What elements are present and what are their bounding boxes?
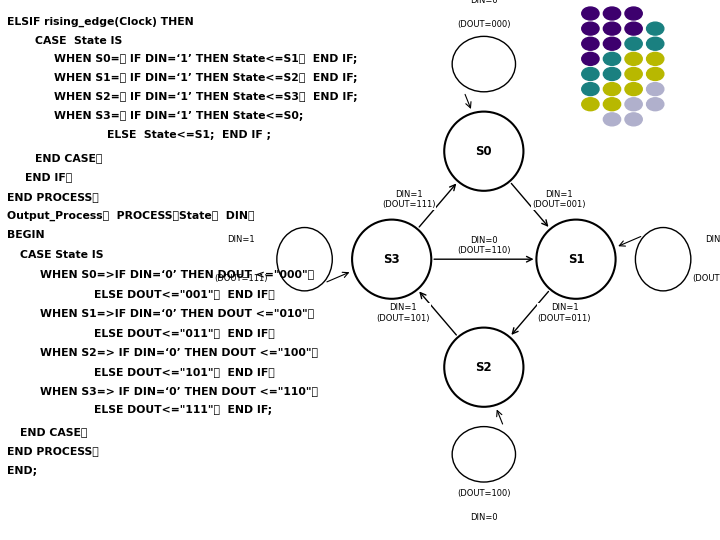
Text: DIN=0: DIN=0 [705,235,720,244]
Circle shape [625,7,642,20]
Circle shape [647,37,664,50]
Text: WHEN S0=>IF DIN=‘0’ THEN DOUT <="000"；: WHEN S0=>IF DIN=‘0’ THEN DOUT <="000"； [40,269,314,279]
Ellipse shape [352,220,431,299]
Circle shape [582,7,599,20]
Circle shape [603,52,621,65]
Circle shape [625,83,642,96]
Circle shape [582,37,599,50]
Circle shape [582,68,599,80]
Text: CASE State IS: CASE State IS [20,250,104,260]
Circle shape [625,98,642,111]
Circle shape [582,83,599,96]
Text: WHEN S2=〉 IF DIN=‘1’ THEN State<=S3；  END IF;: WHEN S2=〉 IF DIN=‘1’ THEN State<=S3； END… [54,92,358,102]
Circle shape [603,68,621,80]
Text: END IF；: END IF； [25,172,73,182]
Circle shape [582,98,599,111]
Circle shape [647,83,664,96]
Text: END CASE；: END CASE； [35,153,102,163]
Text: S0: S0 [475,145,492,158]
Text: (DOUT=000): (DOUT=000) [457,20,510,29]
Circle shape [647,68,664,80]
Text: WHEN S3=〉 IF DIN=‘1’ THEN State<=S0;: WHEN S3=〉 IF DIN=‘1’ THEN State<=S0; [54,111,303,121]
Text: WHEN S1=>IF DIN=‘0’ THEN DOUT <="010"；: WHEN S1=>IF DIN=‘0’ THEN DOUT <="010"； [40,308,314,318]
Circle shape [647,22,664,35]
Text: DIN=0: DIN=0 [470,0,498,5]
Circle shape [625,68,642,80]
Text: DIN=0
(DOUT=110): DIN=0 (DOUT=110) [457,236,510,255]
Circle shape [647,98,664,111]
Text: Output_Process；  PROCESS（State，  DIN）: Output_Process； PROCESS（State， DIN） [7,211,255,221]
Circle shape [582,52,599,65]
Text: WHEN S1=〉 IF DIN=‘1’ THEN State<=S2；  END IF;: WHEN S1=〉 IF DIN=‘1’ THEN State<=S2； END… [54,73,358,83]
Text: WHEN S0=〉 IF DIN=‘1’ THEN State<=S1；  END IF;: WHEN S0=〉 IF DIN=‘1’ THEN State<=S1； END… [54,55,357,64]
Text: DIN=1
(DOUT=001): DIN=1 (DOUT=001) [532,190,585,210]
Circle shape [603,113,621,126]
Text: BEGIN: BEGIN [7,231,45,240]
Text: (DOUT=111): (DOUT=111) [215,274,268,284]
Circle shape [625,22,642,35]
Text: ELSIF rising_edge(Clock) THEN: ELSIF rising_edge(Clock) THEN [7,16,194,27]
Text: END CASE；: END CASE； [20,427,88,437]
Ellipse shape [536,220,616,299]
Ellipse shape [444,328,523,407]
Text: ELSE DOUT<="011"；  END IF；: ELSE DOUT<="011"； END IF； [94,328,274,338]
Text: (DOUT=100): (DOUT=100) [457,489,510,498]
Circle shape [625,113,642,126]
Text: END PROCESS；: END PROCESS； [7,447,99,456]
Text: ELSE  State<=S1;  END IF ;: ELSE State<=S1; END IF ; [107,130,271,140]
Circle shape [603,83,621,96]
Text: S3: S3 [383,253,400,266]
Circle shape [647,52,664,65]
Text: WHEN S3=> IF DIN=‘0’ THEN DOUT <="110"；: WHEN S3=> IF DIN=‘0’ THEN DOUT <="110"； [40,386,318,396]
Circle shape [582,22,599,35]
Text: WHEN S2=> IF DIN=‘0’ THEN DOUT <="100"；: WHEN S2=> IF DIN=‘0’ THEN DOUT <="100"； [40,347,318,357]
Circle shape [603,7,621,20]
Text: ELSE DOUT<="001"；  END IF；: ELSE DOUT<="001"； END IF； [94,289,274,299]
Text: ELSE DOUT<="111"；  END IF;: ELSE DOUT<="111"； END IF; [94,406,271,415]
Circle shape [625,37,642,50]
Text: END;: END; [7,466,37,476]
Text: (DOUT=010): (DOUT=010) [692,274,720,284]
Text: DIN=1
(DOUT=101): DIN=1 (DOUT=101) [377,303,430,323]
Text: S1: S1 [567,253,585,266]
Text: DIN=0: DIN=0 [470,513,498,522]
Text: CASE  State IS: CASE State IS [35,36,122,45]
Circle shape [603,37,621,50]
Circle shape [625,52,642,65]
Text: END PROCESS；: END PROCESS； [7,192,99,201]
Text: DIN=1
(DOUT=111): DIN=1 (DOUT=111) [382,190,436,210]
Text: S2: S2 [475,361,492,374]
Ellipse shape [444,112,523,191]
Text: DIN=1: DIN=1 [228,235,255,244]
Text: ELSE DOUT<="101"；  END IF；: ELSE DOUT<="101"； END IF； [94,367,274,376]
Text: DIN=1
(DOUT=011): DIN=1 (DOUT=011) [538,303,591,323]
Circle shape [603,98,621,111]
Circle shape [603,22,621,35]
